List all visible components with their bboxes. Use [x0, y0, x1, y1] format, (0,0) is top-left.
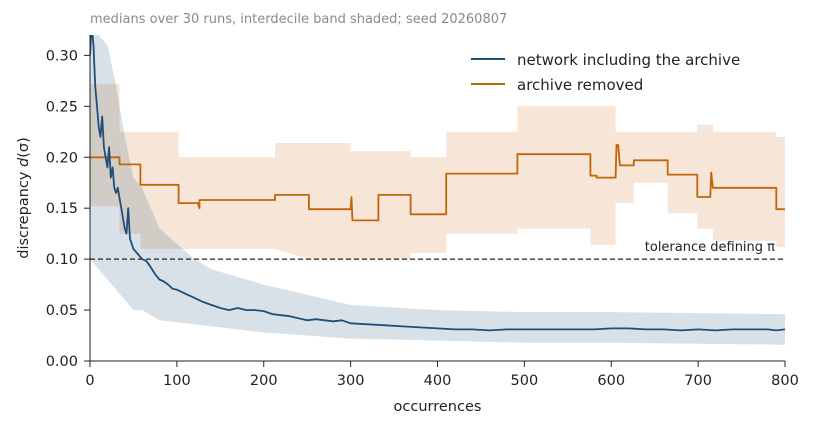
y-tick-label: 0.25	[46, 99, 78, 115]
x-tick-label: 300	[337, 373, 365, 389]
y-tick-label: 0.10	[46, 252, 78, 268]
x-tick-label: 600	[597, 373, 625, 389]
x-tick-label: 0	[85, 373, 94, 389]
y-axis-label-text: discrepancy	[16, 167, 32, 259]
y-axis-label-argument: (σ)	[16, 137, 32, 158]
y-axis-label: discrepancy d(σ)	[16, 137, 32, 259]
x-axis-ticks: 0 100 200 300 400 500 600 700 800	[85, 361, 799, 389]
y-tick-label: 0.20	[46, 150, 78, 166]
y-tick-label: 0.00	[46, 354, 78, 370]
y-tick-label: 0.05	[46, 303, 78, 319]
y-axis-label-symbol: d	[16, 157, 32, 167]
x-tick-label: 700	[684, 373, 712, 389]
line-network-including-archive	[90, 35, 785, 332]
legend-label-network: network including the archive	[517, 51, 740, 69]
chart-subtitle: medians over 30 runs, interdecile band s…	[90, 12, 507, 27]
line-archive-removed	[90, 144, 785, 222]
x-tick-label: 500	[511, 373, 539, 389]
y-tick-label: 0.15	[46, 201, 78, 217]
x-tick-label: 800	[771, 373, 799, 389]
x-tick-label: 400	[424, 373, 452, 389]
legend-label-archive-removed: archive removed	[517, 76, 643, 94]
band-network-including-archive	[90, 35, 785, 345]
x-tick-label: 100	[163, 373, 191, 389]
y-tick-label: 0.30	[46, 48, 78, 64]
band-archive-removed	[90, 83, 785, 260]
y-axis-ticks: 0.00 0.05 0.10 0.15 0.20 0.25 0.30	[46, 48, 90, 370]
tolerance-label: tolerance defining π	[645, 240, 775, 255]
x-tick-label: 200	[250, 373, 278, 389]
legend: network including the archive archive re…	[471, 51, 740, 94]
x-axis-label: occurrences	[394, 399, 482, 415]
